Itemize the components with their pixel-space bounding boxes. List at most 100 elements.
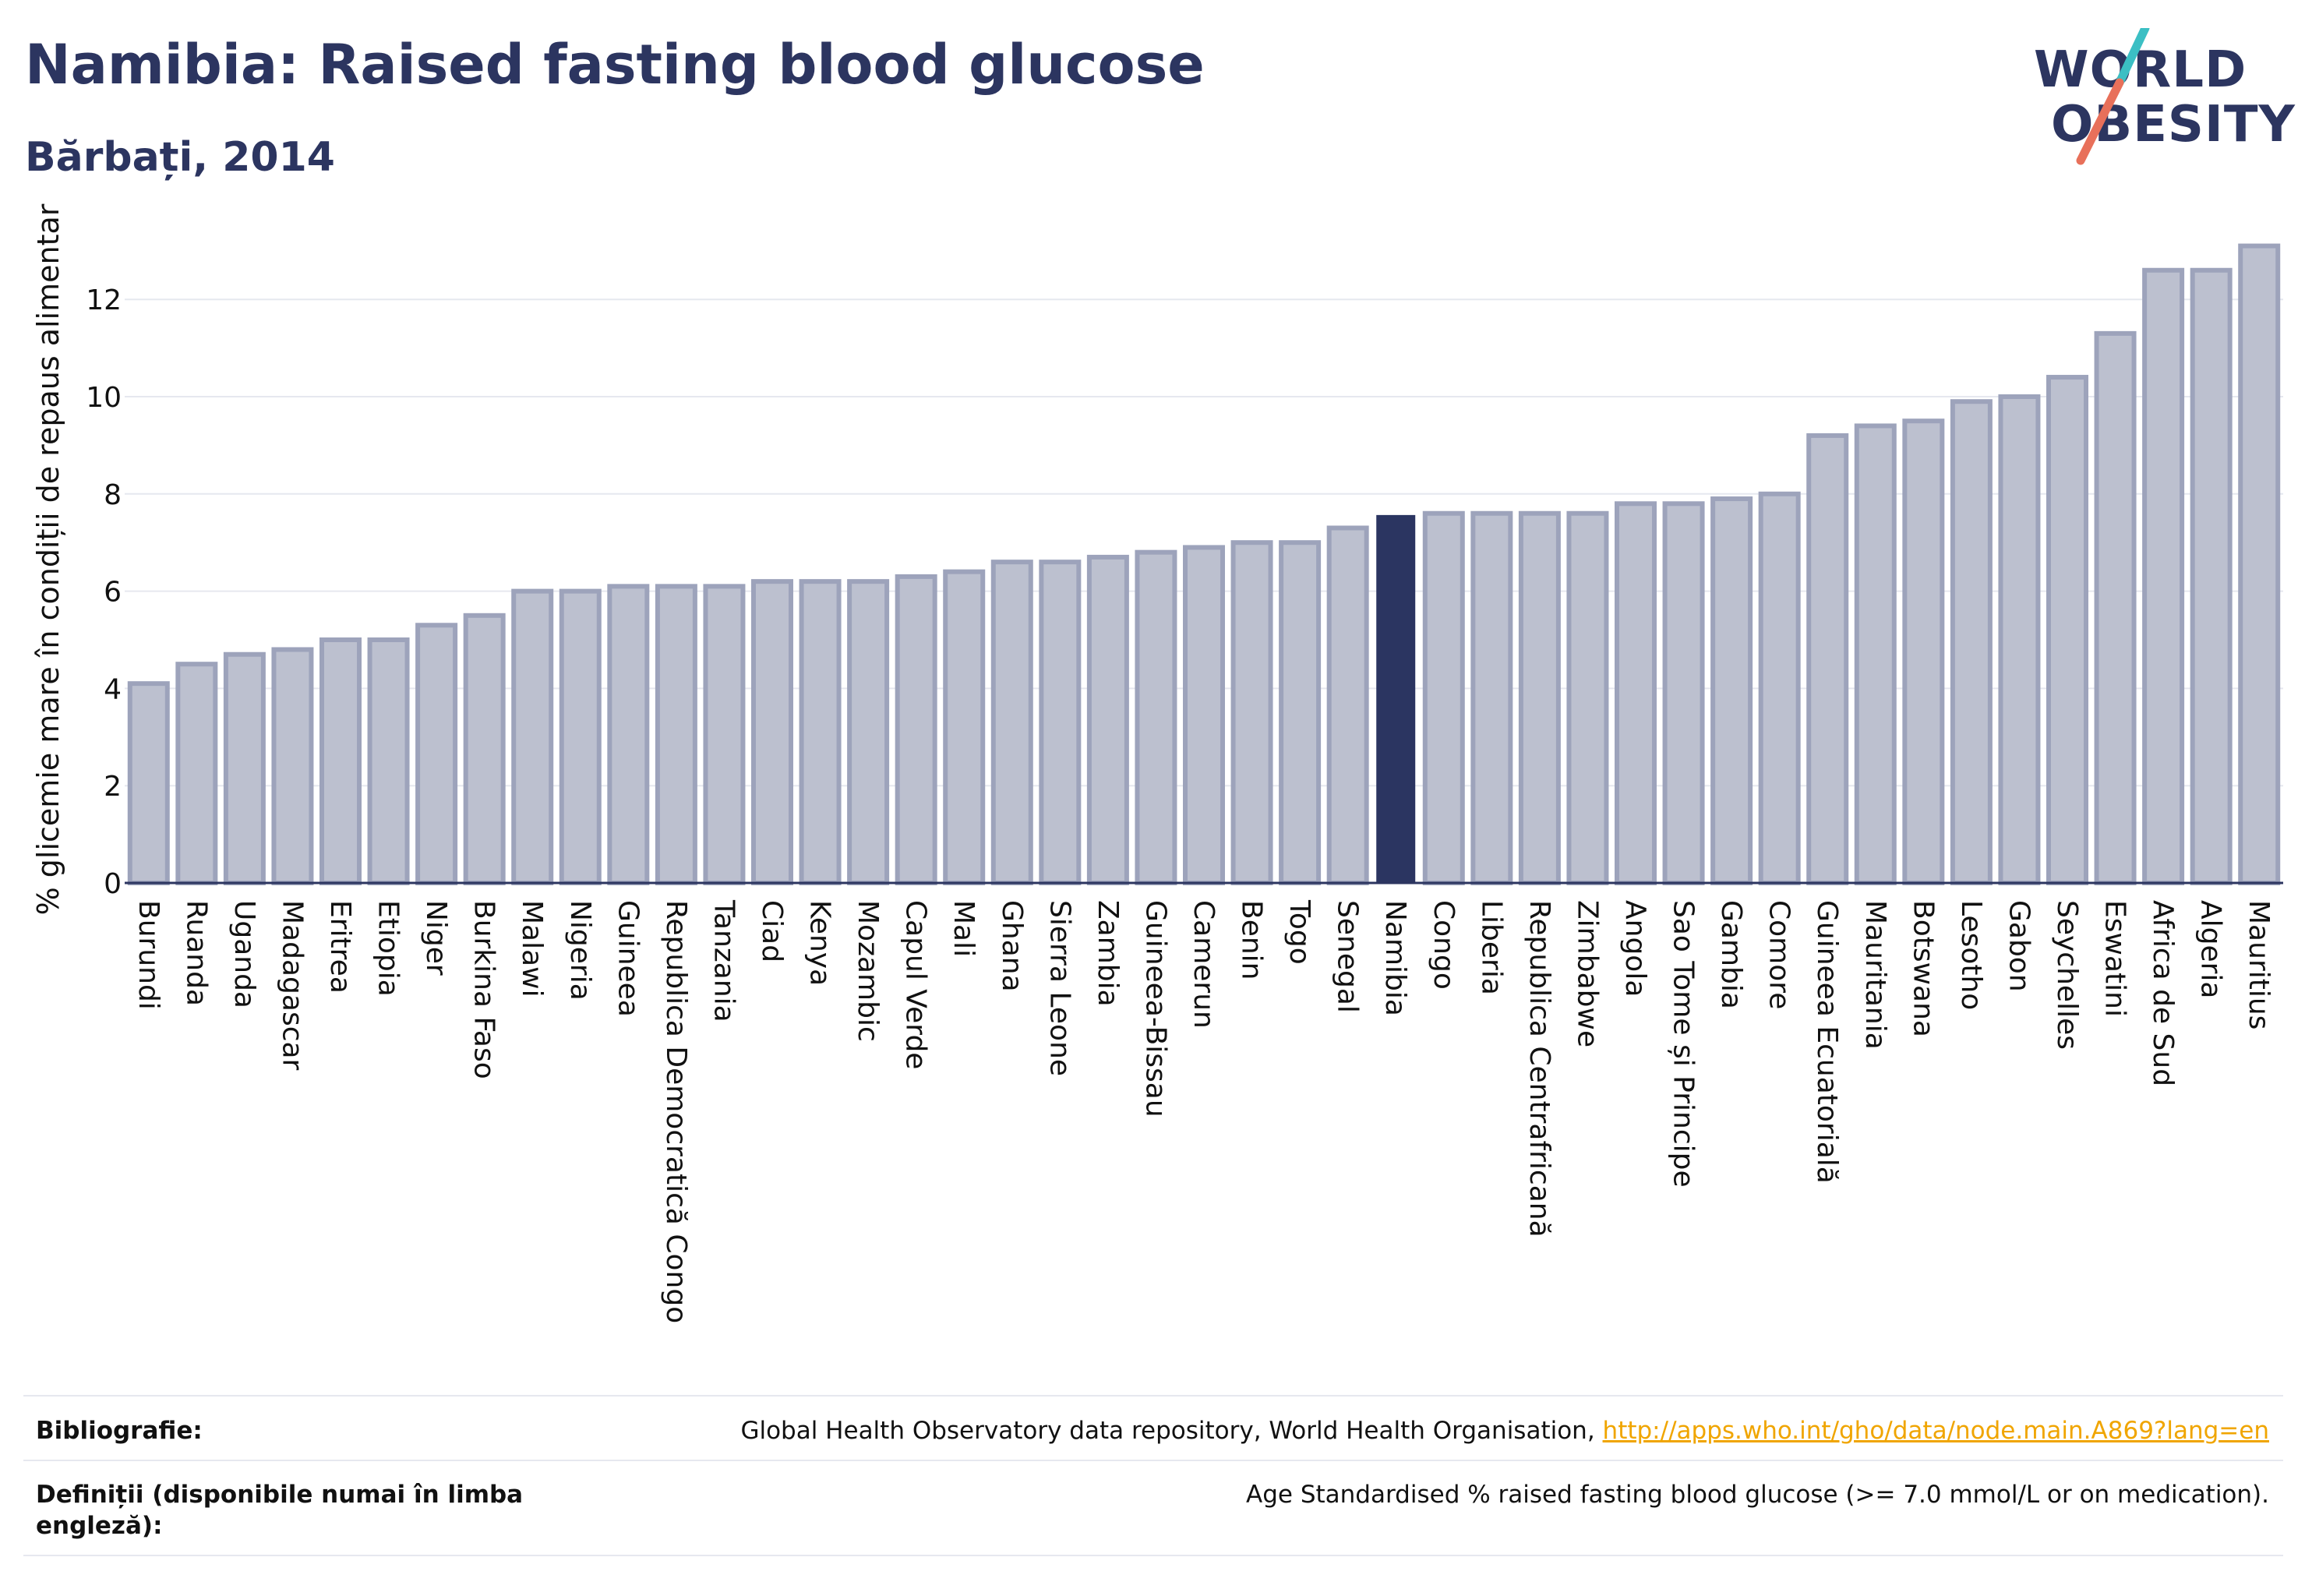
x-tick-label: Mauritania [1859,900,1891,1050]
x-tick-label: Mozambic [852,900,884,1042]
x-tick-label: Burundi [132,900,164,1010]
bar [415,623,458,886]
bar [175,662,218,885]
x-tick-label: Benin [1236,900,1268,980]
y-tick-label: 4 [104,673,122,705]
x-tick-label: Kenya [804,900,836,986]
x-tick-label: Togo [1283,899,1315,965]
bar-highlight [1376,514,1416,884]
x-tick-label: Mali [948,900,980,957]
bar [367,637,410,885]
x-tick-label: Ciad [756,900,788,962]
x-tick-label: Gabon [2003,900,2035,992]
bar [847,579,890,885]
bar [1183,545,1225,885]
x-tick-label: Eswatini [2099,900,2131,1017]
x-tick-label: Guineea Ecuatorială [1811,900,1843,1184]
x-tick-label: Republica Democratică Congo [660,900,692,1323]
logo-word-world: WORLD [2034,41,2247,99]
x-tick-label: Ghana [996,900,1028,992]
x-tick-label: Congo [1428,900,1460,990]
bar [1279,540,1322,885]
bar [1758,491,1801,885]
bar [895,574,937,885]
x-tick-label: Camerun [1188,900,1220,1029]
definitions-label: Definiții (disponibile numai în limba en… [36,1481,524,1540]
bar [1230,540,1273,885]
bar [1135,549,1177,885]
bar [1710,496,1753,885]
bar [751,579,793,885]
footer-divider-top [23,1395,2283,1396]
x-tick-label: Guineea [612,900,644,1017]
bar [943,569,986,885]
y-tick-label: 12 [86,284,122,316]
footer-divider-bottom [23,1555,2283,1556]
x-tick-label: Guineea-Bissau [1139,900,1171,1118]
bar [1326,525,1369,885]
y-axis-label: % glicemie mare în condiții de repaus al… [31,203,65,916]
bibliography-link[interactable]: http://apps.who.int/gho/data/node.main.A… [1602,1417,2269,1445]
bar [127,681,170,885]
bar [1566,510,1609,885]
bar [990,560,1033,885]
chart-title: Namibia: Raised fasting blood glucose [25,33,1205,97]
x-tick-label: Zambia [1092,900,1124,1007]
x-tick-label: Madagascar [276,900,308,1071]
bar-chart: 0 2 4 6 8 10 12 Burundi Ruanda Uganda Madagascar Er… [86,243,2283,1323]
y-tick-label: 2 [104,771,122,803]
x-tick-label: Angola [1619,900,1651,997]
x-tick-label: Seychelles [2051,900,2083,1050]
bar [1039,560,1082,885]
bar [559,588,602,885]
bar [1902,418,1945,885]
bar [2094,330,2137,885]
chart-subtitle: Bărbați, 2014 [25,134,335,181]
x-tick-label: Tanzania [708,899,740,1022]
y-tick-label: 0 [104,868,122,900]
bibliography-source: Global Health Observatory data repositor… [740,1415,2269,1446]
x-tick-label: Namibia [1379,900,1411,1016]
definitions-text: Age Standardised % raised fasting blood … [1246,1481,2269,1509]
bar [2142,267,2185,885]
x-tick-label: Nigeria [564,900,596,1001]
x-tick-label: Africa de Sud [2147,900,2179,1086]
bibliography-label: Bibliografie: [36,1417,203,1445]
x-tick-label: Sierra Leone [1043,900,1075,1076]
x-tick-label: Malawi [516,900,548,998]
x-tick-label: Burkina Faso [468,900,500,1079]
y-tick-label: 10 [86,382,122,414]
bar [463,613,506,885]
x-tick-label: Liberia [1475,900,1507,995]
bar [1422,510,1465,885]
bar [2046,375,2088,886]
x-tick-label: Niger [420,900,452,976]
bar [1998,394,2041,885]
x-tick-label: Eritrea [324,900,356,994]
bar [607,584,650,885]
bar [703,584,746,885]
bar [223,651,266,885]
x-tick-label: Zimbabwe [1571,900,1603,1047]
bar [2238,243,2281,885]
bar [511,588,554,885]
x-tick-label: Republica Centrafricană [1523,900,1555,1238]
bar [1518,510,1561,885]
x-tick-label: Botswana [1907,900,1939,1037]
y-tick-label: 6 [104,577,122,609]
x-tick-label: Etiopia [372,900,404,997]
bar [1086,554,1129,885]
x-tick-label: Senegal [1332,900,1364,1013]
bar [1470,510,1513,885]
footer-divider-middle [23,1460,2283,1461]
logo-slash-icon [2076,28,2150,165]
bar [271,647,314,885]
x-tick-label: Comore [1763,900,1795,1009]
x-tick-label: Sao Tome și Principe [1668,900,1700,1188]
bar [1662,501,1705,886]
bar [655,584,697,885]
x-tick-label: Gambia [1715,900,1747,1009]
world-obesity-logo: WORLD OBESITY [2034,28,2295,165]
bar [319,637,362,885]
x-tick-label: Capul Verde [900,900,932,1069]
